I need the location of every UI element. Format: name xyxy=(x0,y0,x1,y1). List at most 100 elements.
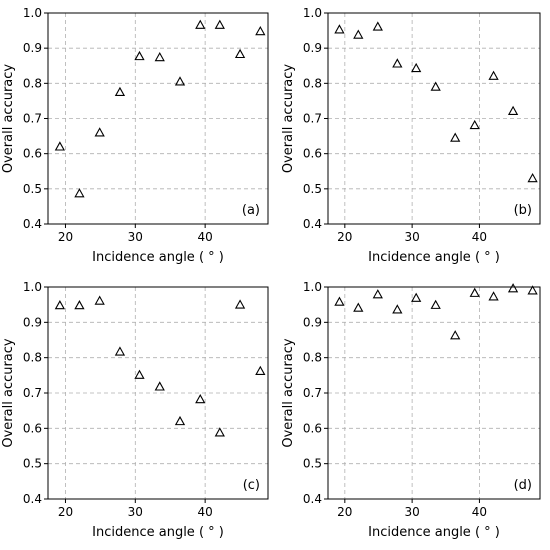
panel-a-data-point xyxy=(94,127,105,137)
panel-d: 20 30 40 0.4 0.5 0.6 0.7 0.8 0.9 1.0 Incidence an… xyxy=(281,280,541,540)
panel-c: 20 30 40 0.4 0.5 0.6 0.7 0.8 0.9 1.0 Incidence an… xyxy=(1,280,269,540)
panel-a-x-tick-label: 20 xyxy=(58,230,73,244)
panel-d-data-point xyxy=(450,330,461,340)
panel-d-y-tick-label: 0.8 xyxy=(303,351,322,365)
panel-c-y-axis-label: Overall accuracy xyxy=(1,338,16,448)
panel-d-y-tick-label: 0.4 xyxy=(303,492,322,506)
panel-b-data-point xyxy=(392,58,403,68)
panel-c-y-tick-label: 0.9 xyxy=(23,315,42,329)
panel-a-x-tick-label: 30 xyxy=(128,230,143,244)
panel-d-data-point xyxy=(411,292,422,302)
panel-d-label: (d) xyxy=(514,478,532,493)
panel-d-data-point xyxy=(372,289,383,299)
panel-a-y-tick-label: 0.4 xyxy=(23,217,42,231)
panel-d-data-point xyxy=(527,285,538,295)
panel-c-data-point xyxy=(234,299,246,309)
panel-b-data-point xyxy=(527,172,538,183)
panel-a-data-point xyxy=(214,19,225,29)
panel-d-data-point xyxy=(353,302,364,312)
panel-c-y-tick-label: 0.4 xyxy=(23,492,42,506)
panel-c-data-point xyxy=(54,300,66,310)
panel-c-data-point xyxy=(174,415,186,426)
panel-d-x-tick-label: 20 xyxy=(337,505,352,519)
panel-c-x-tick-label: 40 xyxy=(198,505,213,519)
panel-c-y-tick-label: 0.7 xyxy=(23,386,42,400)
panel-c-data-point xyxy=(214,427,225,437)
panel-b-data-point xyxy=(411,62,422,73)
panel-b-y-tick-label: 0.5 xyxy=(303,182,322,196)
panel-d-data-point xyxy=(392,304,403,314)
panel-b-y-tick-label: 0.9 xyxy=(303,41,322,55)
panel-c-data-point xyxy=(94,295,105,305)
panel-b-label: (b) xyxy=(514,203,532,218)
panel-b-x-axis-label: Incidence angle ( ° ) xyxy=(368,250,500,265)
panel-b-data-point xyxy=(469,119,480,130)
panel-d-x-tick-label: 40 xyxy=(472,505,487,519)
panel-c-y-tick-label: 0.6 xyxy=(23,421,42,435)
panel-d-y-tick-label: 0.6 xyxy=(303,421,322,435)
panel-c-label: (c) xyxy=(243,478,260,493)
panel-a-x-tick-label: 40 xyxy=(198,230,213,244)
panel-c-data-point xyxy=(114,346,126,356)
panel-b-x-tick-label: 40 xyxy=(472,230,487,244)
panel-b-y-tick-label: 1.0 xyxy=(303,6,322,20)
panel-a-data-point xyxy=(255,25,266,36)
panel-a-points xyxy=(54,19,266,198)
panel-a-data-point xyxy=(195,19,206,29)
panel-c-x-axis-label: Incidence angle ( ° ) xyxy=(92,525,224,540)
panel-d-y-tick-label: 0.9 xyxy=(303,315,322,329)
panel-a: 20 30 40 0.4 0.5 0.6 0.7 0.8 0.9 1.0 Incidence an… xyxy=(1,6,269,265)
panel-a-y-tick-label: 0.6 xyxy=(23,147,42,161)
panel-b-data-point xyxy=(507,105,519,116)
panel-d-data-point xyxy=(469,287,480,297)
panel-d-grid xyxy=(328,287,540,499)
panel-c-x-tick-label: 20 xyxy=(58,505,73,519)
panel-d-ticks: 20 30 40 0.4 0.5 0.6 0.7 0.8 0.9 1.0 xyxy=(303,280,487,519)
panel-d-y-tick-label: 0.5 xyxy=(303,457,322,471)
panel-d-y-tick-label: 0.7 xyxy=(303,386,322,400)
panel-c-grid xyxy=(48,287,268,499)
panel-a-y-tick-label: 0.7 xyxy=(23,112,42,126)
panel-c-data-point xyxy=(134,369,145,379)
panel-c-ticks: 20 30 40 0.4 0.5 0.6 0.7 0.8 0.9 1.0 xyxy=(23,280,213,519)
panel-a-x-axis-label: Incidence angle ( ° ) xyxy=(92,250,224,265)
panel-a-y-axis-label: Overall accuracy xyxy=(1,64,16,174)
panel-a-y-tick-label: 0.8 xyxy=(23,76,42,90)
panel-d-data-point xyxy=(334,296,345,306)
panel-b-data-point xyxy=(450,132,461,142)
panel-c-data-point xyxy=(154,381,165,391)
panel-c-data-point xyxy=(195,394,206,404)
panel-a-ticks: 20 30 40 0.4 0.5 0.6 0.7 0.8 0.9 1.0 xyxy=(23,6,213,244)
panel-a-y-tick-label: 0.9 xyxy=(23,41,42,55)
panel-a-data-point xyxy=(114,86,126,97)
panel-b-ticks: 20 30 40 0.4 0.5 0.6 0.7 0.8 0.9 1.0 xyxy=(303,6,487,244)
panel-a-data-point xyxy=(234,48,246,59)
panel-b: 20 30 40 0.4 0.5 0.6 0.7 0.8 0.9 1.0 Incidence an… xyxy=(281,6,541,265)
panel-d-data-point xyxy=(488,291,499,301)
panel-c-plot-area xyxy=(47,286,269,500)
panel-b-data-point xyxy=(334,24,345,34)
panel-d-x-axis-label: Incidence angle ( ° ) xyxy=(368,525,500,540)
panel-d-y-tick-label: 1.0 xyxy=(303,280,322,294)
panel-b-y-tick-label: 0.4 xyxy=(303,217,322,231)
panel-b-data-point xyxy=(372,21,383,31)
panel-a-data-point xyxy=(134,50,145,61)
panel-a-data-point xyxy=(174,76,186,86)
panel-a-grid xyxy=(48,13,268,224)
panel-b-x-tick-label: 20 xyxy=(337,230,352,244)
panel-d-y-axis-label: Overall accuracy xyxy=(281,338,296,448)
panel-b-data-point xyxy=(353,29,364,39)
panel-b-y-tick-label: 0.8 xyxy=(303,76,322,90)
panel-d-x-tick-label: 30 xyxy=(404,505,419,519)
panel-a-y-tick-label: 0.5 xyxy=(23,182,42,196)
panel-c-data-point xyxy=(255,365,266,376)
panel-b-grid xyxy=(328,13,540,224)
panel-c-x-tick-label: 30 xyxy=(128,505,143,519)
panel-b-data-point xyxy=(488,70,499,80)
panel-b-y-axis-label: Overall accuracy xyxy=(281,64,296,174)
panel-d-data-point xyxy=(507,283,519,293)
panel-c-data-point xyxy=(74,300,85,310)
panel-a-y-tick-label: 1.0 xyxy=(23,6,42,20)
panel-c-y-tick-label: 1.0 xyxy=(23,280,42,294)
